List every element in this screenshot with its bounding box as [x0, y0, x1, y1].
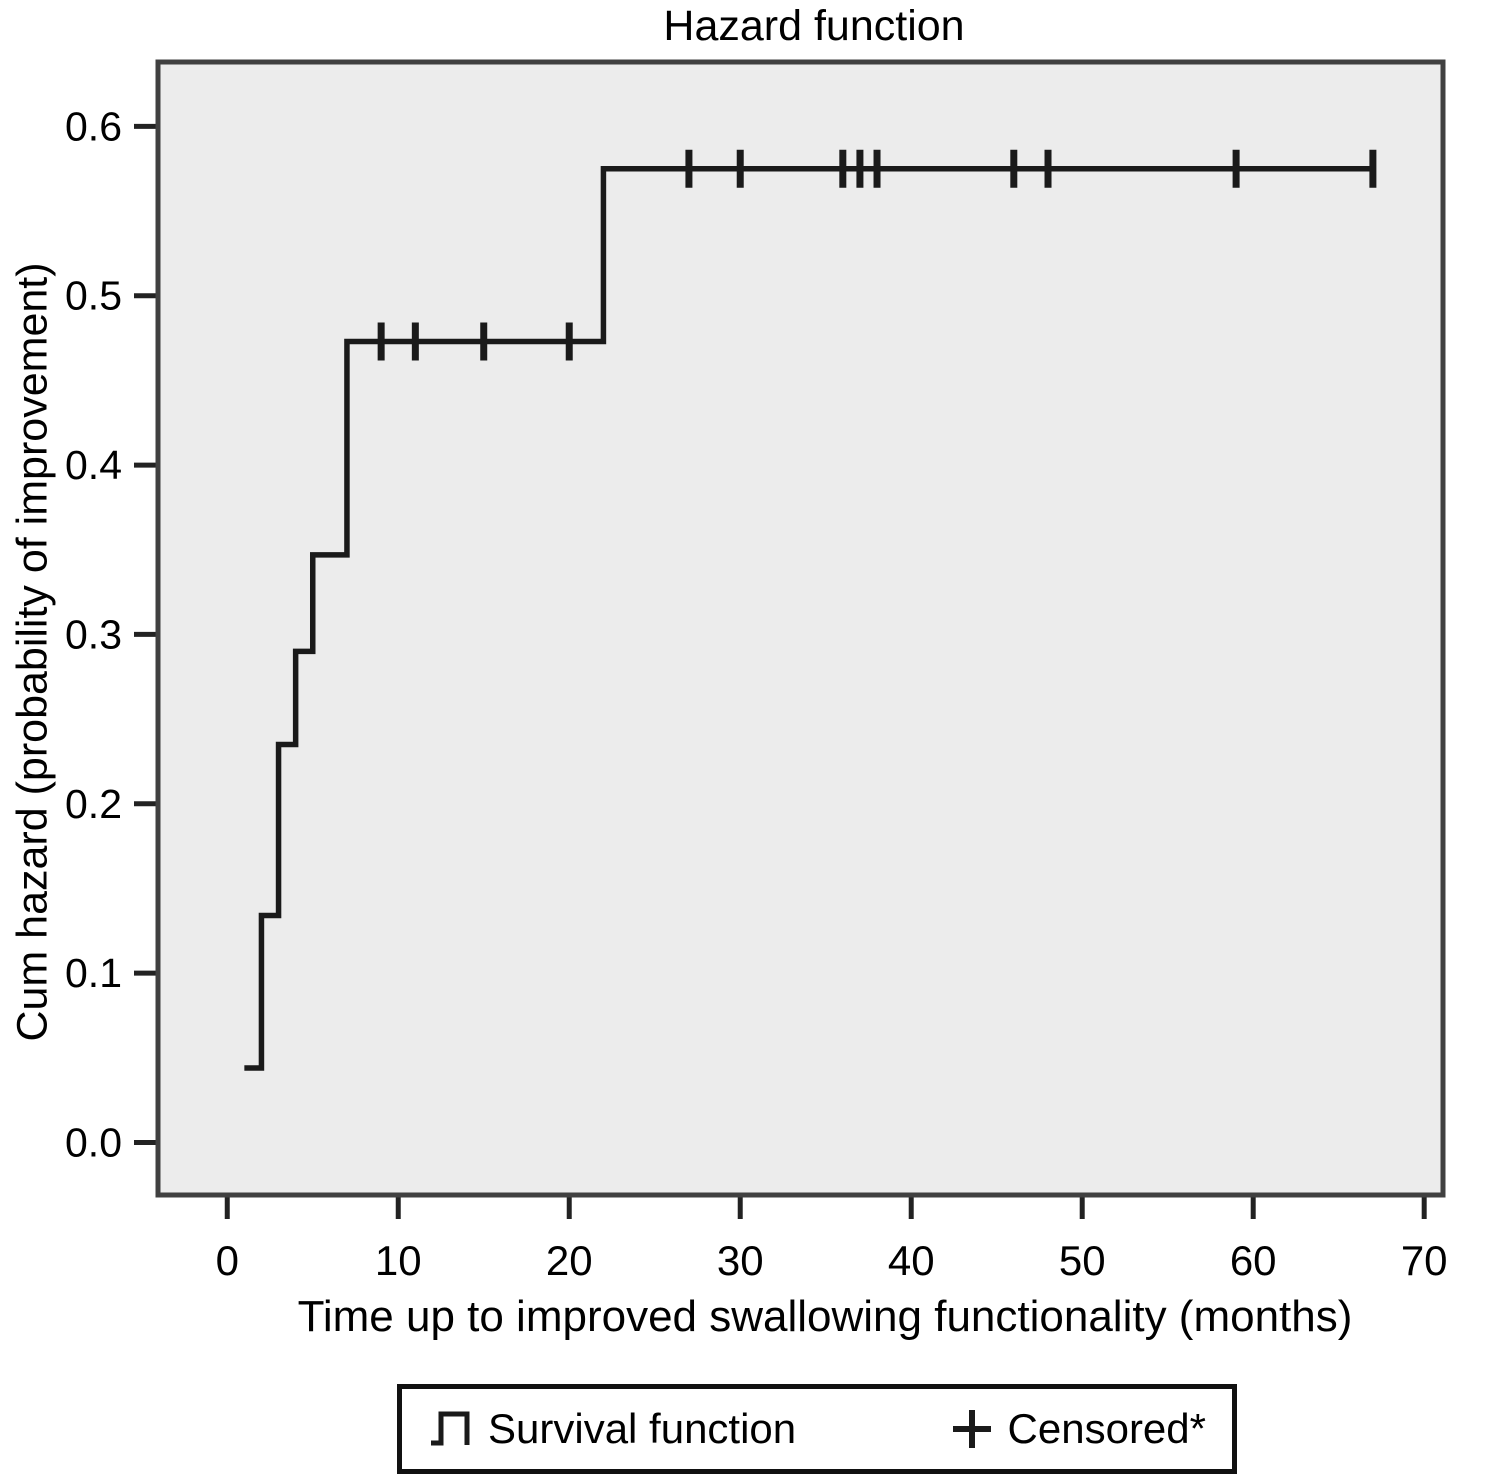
x-axis-label: Time up to improved swallowing functiona…	[297, 1292, 1353, 1341]
legend-item-censored: Censored*	[950, 1405, 1206, 1453]
x-tick-label: 10	[375, 1237, 422, 1284]
y-tick-label: 0.2	[65, 781, 122, 827]
plot-border	[155, 59, 1446, 1198]
y-tick-label: 0.6	[65, 103, 122, 149]
step-line-icon	[431, 1411, 470, 1446]
y-tick-label: 0.1	[65, 950, 122, 996]
x-tick-label: 20	[546, 1237, 593, 1284]
y-tick-label: 0.5	[65, 273, 122, 319]
x-tick-label: 30	[717, 1237, 764, 1284]
legend-label-survival-function: Survival function	[488, 1405, 797, 1452]
x-tick-label: 70	[1401, 1237, 1448, 1284]
y-tick-label: 0.0	[65, 1119, 122, 1165]
x-tick-label: 0	[216, 1237, 239, 1284]
legend: Survival function Censored*	[397, 1384, 1237, 1474]
plus-icon	[952, 1410, 991, 1448]
legend-item-survival-function: Survival function	[428, 1405, 796, 1453]
x-tick-label: 50	[1059, 1237, 1106, 1284]
y-tick-label: 0.3	[65, 611, 122, 657]
plot-area-background	[158, 62, 1443, 1195]
y-axis-label: Cum hazard (probability of improvement)	[8, 262, 57, 1042]
x-tick-label: 40	[888, 1237, 935, 1284]
x-tick-label: 60	[1230, 1237, 1277, 1284]
hazard-step-line	[244, 165, 1373, 1071]
legend-label-censored: Censored*	[1007, 1405, 1206, 1452]
y-tick-label: 0.4	[65, 442, 122, 488]
chart-title: Hazard function	[663, 2, 965, 50]
